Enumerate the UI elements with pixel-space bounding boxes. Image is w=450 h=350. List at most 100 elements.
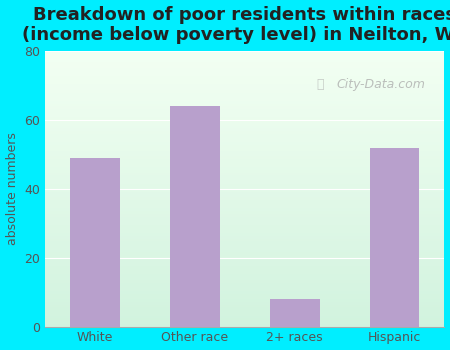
Bar	[45, 266, 445, 269]
Bar	[45, 250, 445, 252]
Bar	[45, 118, 445, 120]
Bar	[45, 106, 445, 109]
Bar	[45, 161, 445, 164]
Bar	[45, 239, 445, 241]
Bar	[45, 294, 445, 296]
Bar	[45, 211, 445, 214]
Bar	[45, 200, 445, 203]
Bar	[70, 158, 120, 327]
Bar	[45, 164, 445, 167]
Bar	[45, 192, 445, 195]
Bar	[45, 321, 445, 324]
Bar	[45, 233, 445, 236]
Bar	[45, 54, 445, 57]
Bar	[45, 217, 445, 219]
Bar	[45, 153, 445, 156]
Bar	[45, 247, 445, 250]
Bar	[45, 302, 445, 304]
Bar	[45, 87, 445, 90]
Bar	[45, 269, 445, 272]
Bar	[45, 74, 445, 76]
Bar	[45, 291, 445, 294]
Bar	[45, 82, 445, 84]
Bar	[45, 115, 445, 118]
Bar	[45, 318, 445, 321]
Bar	[45, 219, 445, 222]
Bar	[45, 109, 445, 112]
Bar	[45, 299, 445, 302]
Bar	[45, 258, 445, 260]
Bar	[45, 296, 445, 299]
Bar	[45, 150, 445, 153]
Bar	[45, 277, 445, 280]
Bar	[45, 142, 445, 145]
Bar	[45, 159, 445, 161]
Bar	[45, 225, 445, 228]
Bar	[45, 156, 445, 159]
Bar	[45, 186, 445, 189]
Bar	[45, 137, 445, 140]
Bar	[45, 175, 445, 178]
Bar	[45, 57, 445, 60]
Bar	[45, 313, 445, 316]
Bar	[45, 197, 445, 200]
Bar	[45, 263, 445, 266]
Bar	[45, 65, 445, 68]
Bar	[45, 101, 445, 104]
Bar	[45, 170, 445, 173]
Bar	[45, 222, 445, 225]
Bar	[45, 167, 445, 170]
Bar	[170, 106, 220, 327]
Bar	[45, 282, 445, 285]
Bar	[45, 203, 445, 205]
Bar	[270, 299, 320, 327]
Bar	[45, 123, 445, 126]
Bar	[45, 51, 445, 54]
Bar	[45, 104, 445, 106]
Bar	[45, 280, 445, 282]
Bar	[45, 71, 445, 74]
Bar	[45, 260, 445, 263]
Bar	[45, 244, 445, 247]
Bar	[45, 189, 445, 192]
Bar	[45, 241, 445, 244]
Bar	[45, 62, 445, 65]
Text: ⦿: ⦿	[317, 78, 324, 91]
Bar	[45, 183, 445, 186]
Bar	[45, 208, 445, 211]
Bar	[45, 272, 445, 274]
Bar	[45, 96, 445, 98]
Bar	[45, 205, 445, 208]
Bar	[45, 60, 445, 62]
Bar	[45, 126, 445, 128]
Bar	[45, 93, 445, 96]
Bar	[45, 90, 445, 93]
Bar	[45, 134, 445, 137]
Title: Breakdown of poor residents within races
(income below poverty level) in Neilton: Breakdown of poor residents within races…	[22, 6, 450, 44]
Bar	[45, 304, 445, 307]
Bar	[45, 307, 445, 310]
Bar	[45, 228, 445, 230]
Bar	[45, 68, 445, 71]
Bar	[45, 140, 445, 142]
Bar	[45, 112, 445, 115]
Bar	[45, 288, 445, 291]
Text: City-Data.com: City-Data.com	[337, 78, 425, 91]
Bar	[45, 310, 445, 313]
Bar	[45, 252, 445, 255]
Bar	[45, 131, 445, 134]
Bar	[45, 316, 445, 318]
Bar	[45, 274, 445, 277]
Bar	[45, 230, 445, 233]
Bar	[45, 178, 445, 181]
Bar	[45, 236, 445, 239]
Bar	[369, 148, 419, 327]
Bar	[45, 84, 445, 87]
Bar	[45, 285, 445, 288]
Bar	[45, 255, 445, 258]
Bar	[45, 79, 445, 82]
Bar	[45, 181, 445, 183]
Bar	[45, 145, 445, 148]
Bar	[45, 128, 445, 131]
Bar	[45, 148, 445, 150]
